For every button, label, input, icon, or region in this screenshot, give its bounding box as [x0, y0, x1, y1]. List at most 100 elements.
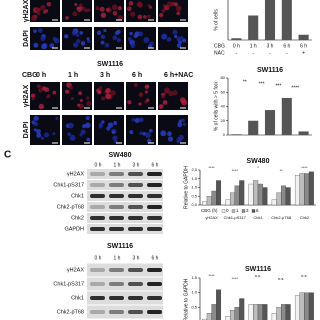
- y-tick-label: 20: [221, 118, 226, 123]
- nucleus: [166, 1, 173, 8]
- nucleus: [117, 6, 123, 11]
- significance: ***: [259, 81, 265, 87]
- nucleus: [105, 8, 110, 12]
- lane-label: 3 h: [133, 162, 140, 168]
- nucleus: [49, 43, 55, 48]
- legend-swatch: [221, 209, 226, 213]
- legend-cell: 6 h: [283, 43, 290, 49]
- blot-strip: [87, 305, 163, 319]
- band: [109, 194, 124, 198]
- nucleus: [176, 11, 181, 16]
- nucleus: [143, 15, 147, 19]
- y-tick-label: 1.0: [191, 290, 197, 295]
- blot-label: GAPDH: [64, 226, 84, 232]
- nucleus: [100, 40, 105, 45]
- bar: [230, 192, 235, 206]
- nucleus: [84, 122, 91, 129]
- nucleus: [166, 37, 172, 42]
- legend-cell: -: [269, 50, 271, 56]
- bar: [298, 34, 309, 40]
- nucleus: [38, 103, 45, 110]
- nucleus: [168, 90, 174, 97]
- condition-label: CBG: [22, 72, 38, 79]
- legend-swatch: [231, 209, 236, 213]
- significance: ****: [291, 85, 299, 91]
- bar: [281, 97, 292, 135]
- band: [109, 227, 124, 231]
- legend-cell: -: [252, 50, 254, 56]
- band: [90, 282, 105, 286]
- nucleus: [167, 136, 174, 142]
- bar: [285, 187, 291, 206]
- nucleus: [98, 90, 102, 94]
- nucleus: [172, 90, 178, 96]
- band: [90, 172, 105, 176]
- condition: 1 h: [68, 72, 78, 79]
- nucleus: [127, 37, 132, 42]
- row-label: DAPI: [23, 30, 30, 47]
- legend-cell: 1 h: [250, 43, 257, 49]
- lane-label: 1 h: [114, 162, 121, 168]
- blot-label: Chk1: [71, 295, 84, 301]
- legend-cell: -: [286, 50, 288, 56]
- nucleus: [112, 135, 118, 141]
- nucleus: [78, 91, 83, 96]
- nucleus: [80, 41, 86, 46]
- nucleus: [86, 101, 92, 107]
- nucleus: [173, 2, 179, 7]
- band: [128, 268, 143, 272]
- nucleus: [52, 132, 56, 136]
- nucleus: [67, 132, 72, 137]
- band: [109, 268, 124, 272]
- y-tick-label: 80: [221, 75, 226, 80]
- significance: ***: [275, 83, 281, 89]
- nucleus: [106, 126, 111, 131]
- nucleus: [177, 122, 183, 128]
- band: [128, 183, 143, 187]
- band: [128, 227, 143, 231]
- y-tick-label: 1.5: [191, 176, 197, 181]
- lane-label: 0 h: [95, 162, 102, 168]
- nucleus: [112, 10, 118, 16]
- bar: [211, 190, 217, 206]
- significance: ****: [232, 276, 239, 281]
- nucleus: [43, 132, 50, 138]
- nucleus: [55, 116, 59, 120]
- bar: [271, 313, 277, 320]
- lane-label: 0 h: [95, 255, 102, 261]
- blot-strip: [87, 263, 163, 277]
- band: [109, 296, 124, 300]
- nucleus: [178, 119, 182, 123]
- nucleus: [96, 30, 102, 36]
- nucleus: [137, 2, 143, 8]
- y-label: Relative to GAPDH: [183, 166, 189, 209]
- nucleus: [31, 15, 38, 21]
- band: [147, 296, 162, 300]
- nucleus: [76, 39, 81, 44]
- legend-label: 3: [246, 208, 249, 213]
- bar: [253, 180, 259, 206]
- blot-label: Chk1: [71, 193, 84, 199]
- nucleus: [86, 137, 91, 142]
- band: [90, 194, 105, 198]
- nucleus: [76, 33, 80, 37]
- legend-cell: 3 h: [267, 43, 274, 49]
- significance: ****: [232, 168, 239, 173]
- legend-label: 6: [256, 208, 259, 213]
- nucleus: [33, 121, 39, 127]
- nucleus: [104, 42, 110, 48]
- bar: [299, 173, 305, 206]
- nucleus: [174, 34, 178, 39]
- lane-label: 3 h: [133, 255, 140, 261]
- nucleus: [80, 129, 86, 135]
- nucleus: [182, 38, 187, 43]
- nucleus: [107, 122, 114, 128]
- band: [90, 205, 105, 209]
- nucleus: [137, 14, 143, 20]
- nucleus: [105, 87, 111, 94]
- nucleus: [164, 87, 170, 94]
- legend-label: 0: [226, 208, 229, 213]
- nucleus: [68, 122, 74, 129]
- blot-strip: [87, 224, 163, 234]
- nucleus: [31, 96, 35, 101]
